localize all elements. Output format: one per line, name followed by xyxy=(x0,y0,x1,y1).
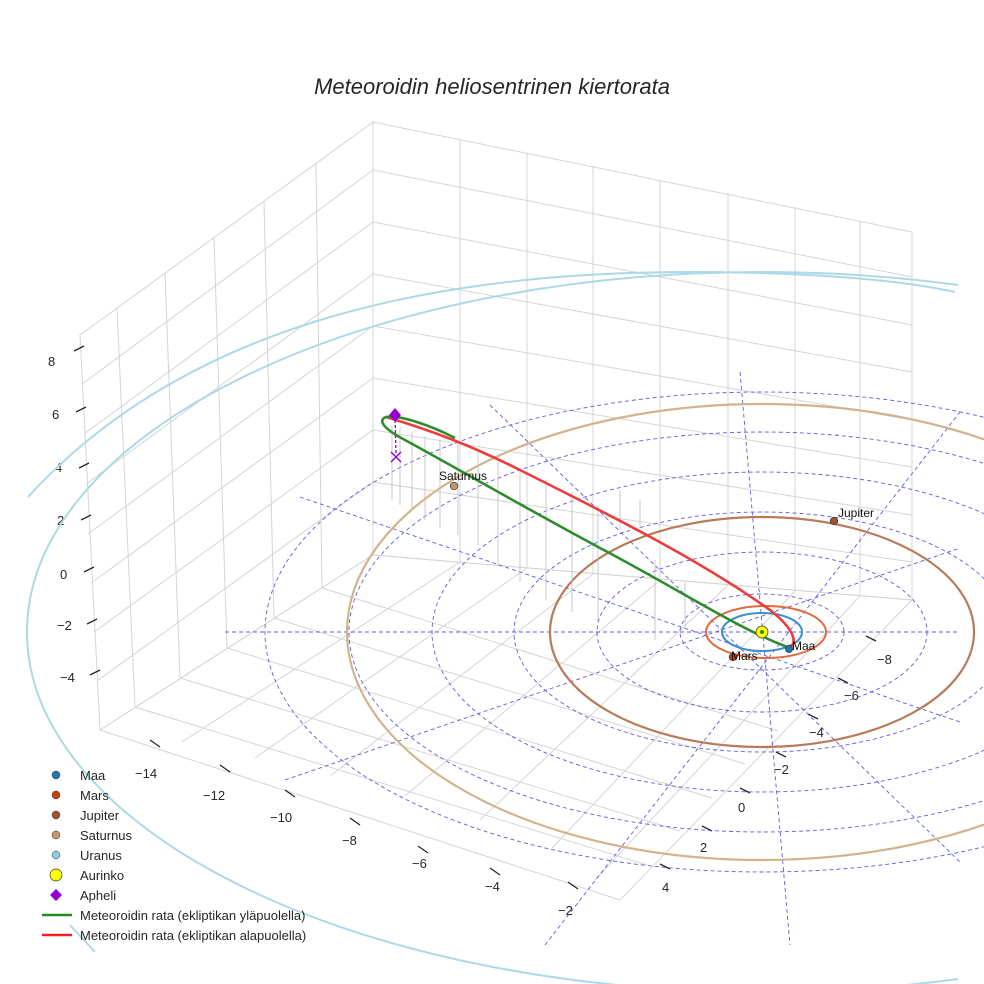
z-tick-label: 4 xyxy=(55,460,62,475)
legend-item: Aurinko xyxy=(40,865,306,885)
planet-label: Maa xyxy=(792,639,816,653)
legend-label: Uranus xyxy=(80,847,122,863)
saturn-orbit xyxy=(346,402,984,862)
sun-dot-icon xyxy=(49,868,63,882)
legend-item: Apheli xyxy=(40,885,306,905)
jupiter-point xyxy=(829,516,839,526)
planet-orbits xyxy=(26,271,984,984)
earth-dot-icon xyxy=(51,770,61,780)
diamond-icon xyxy=(50,889,62,901)
legend-label: Meteoroidin rata (ekliptikan yläpuolella… xyxy=(80,907,306,923)
grid-floor xyxy=(98,554,914,901)
y-tick-label: 2 xyxy=(700,840,707,855)
aphelion-projection xyxy=(390,451,402,463)
x-tick-label: −8 xyxy=(342,833,357,848)
legend-item: Meteoroidin rata (ekliptikan yläpuolella… xyxy=(40,905,306,925)
legend-label: Meteoroidin rata (ekliptikan alapuolella… xyxy=(80,927,307,943)
orbit-above-head xyxy=(385,415,456,440)
legend-item: Uranus xyxy=(40,845,306,865)
legend-label: Aurinko xyxy=(80,867,125,883)
z-tick-label: 0 xyxy=(60,567,67,582)
z-tick-label: 6 xyxy=(52,407,59,422)
x-tick-label: −6 xyxy=(412,856,427,871)
y-tick-label: −8 xyxy=(877,652,892,667)
aphelion-marker xyxy=(389,408,401,422)
y-tick-label: −2 xyxy=(774,762,789,777)
uranus-arc xyxy=(27,270,956,498)
planet-label: Jupiter xyxy=(838,506,874,520)
legend-label: Apheli xyxy=(80,887,117,903)
legend-item: Maa xyxy=(40,765,306,785)
mars-point xyxy=(728,652,738,662)
projection-lines xyxy=(391,425,686,640)
legend: Maa Mars Jupiter Saturnus Uranus Aurinko… xyxy=(40,765,306,945)
earth-point xyxy=(785,645,793,653)
z-tick-label: −2 xyxy=(57,618,72,633)
y-tick-label: −6 xyxy=(844,688,859,703)
y-tick-label: 0 xyxy=(738,800,745,815)
planet-label: Saturnus xyxy=(439,469,487,483)
legend-label: Mars xyxy=(80,787,109,803)
earth-orbit xyxy=(721,612,803,652)
x-tick-label: −10 xyxy=(270,810,292,825)
legend-item: Meteoroidin rata (ekliptikan alapuolella… xyxy=(40,925,306,945)
x-tick-label: −4 xyxy=(485,879,500,894)
uranus-dot-icon xyxy=(51,850,61,860)
chart-title: Meteoroidin heliosentrinen kiertorata xyxy=(314,74,670,99)
saturn-dot-icon xyxy=(51,830,61,840)
z-tick-label: −4 xyxy=(60,670,75,685)
z-tick-label: 2 xyxy=(57,513,64,528)
mars-dot-icon xyxy=(51,790,61,800)
legend-item: Jupiter xyxy=(40,805,306,825)
x-tick-label: −12 xyxy=(203,788,225,803)
legend-item: Mars xyxy=(40,785,306,805)
orbit-below xyxy=(385,415,795,650)
x-tick-label: −14 xyxy=(135,766,157,781)
ecliptic-grid xyxy=(225,371,984,946)
legend-label: Maa xyxy=(80,767,106,783)
planet-label: Mars xyxy=(731,649,758,663)
y-tick-label: −4 xyxy=(809,725,824,740)
y-tick-label: 4 xyxy=(662,880,669,895)
orbit-above xyxy=(381,415,791,650)
uranus-orbit xyxy=(26,271,958,984)
saturn-point xyxy=(449,481,459,491)
x-tick-label: −2 xyxy=(558,903,573,918)
legend-label: Jupiter xyxy=(80,807,120,823)
jupiter-dot-icon xyxy=(51,810,61,820)
legend-item: Saturnus xyxy=(40,825,306,845)
legend-label: Saturnus xyxy=(80,827,133,843)
grid-wall-right xyxy=(372,121,913,601)
uranus-arc-low xyxy=(69,924,96,953)
z-tick-label: 8 xyxy=(48,354,55,369)
jupiter-orbit xyxy=(548,515,976,749)
